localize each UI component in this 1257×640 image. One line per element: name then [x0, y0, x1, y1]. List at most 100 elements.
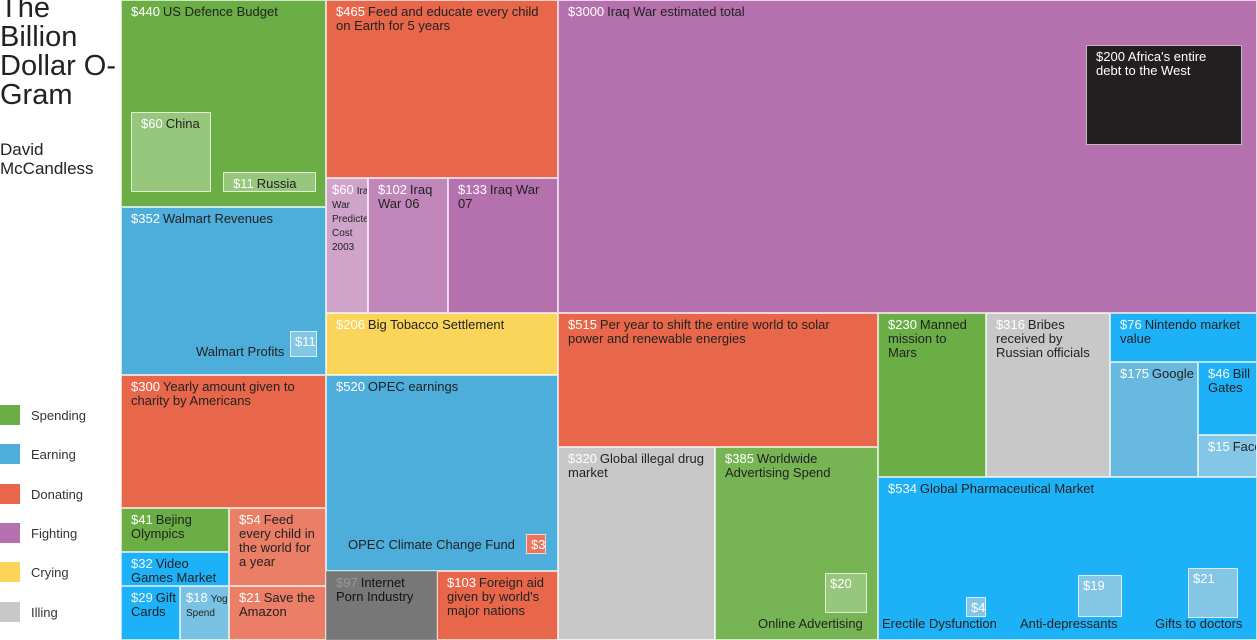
cell-label: Google [1151, 366, 1194, 381]
treemap-cell: $18Yoga Spend [180, 586, 229, 640]
cell-label: Worldwide Advertising Spend [725, 451, 831, 480]
value-label: $385 [725, 451, 754, 466]
value-label: $230 [888, 317, 917, 332]
value-label: $32 [131, 556, 153, 571]
treemap-cell: $175 Google [1110, 362, 1198, 477]
treemap-cell: $11 [290, 331, 317, 357]
value-label: $465 [336, 4, 365, 19]
treemap-cell: $520 OPEC earnings [326, 375, 558, 571]
value-label: $29 [131, 590, 153, 605]
legend-swatch [0, 562, 20, 583]
treemap-cell: $19 [1078, 575, 1122, 617]
treemap-cell: $76 Nintendo market value [1110, 313, 1257, 362]
cell-label: Anti-depressants [1020, 616, 1118, 631]
treemap-cell: $20 [825, 573, 867, 613]
treemap-cell: $206 Big Tobacco Settlement [326, 313, 558, 375]
treemap-cell: $515 Per year to shift the entire world t… [558, 313, 878, 447]
cell-label: Iraq War Predicted Cost 2003 [332, 186, 368, 253]
value-label: $60 [332, 182, 354, 197]
treemap-cell: $29 Gift Cards [121, 586, 180, 640]
legend-swatch [0, 444, 20, 465]
value-label: $54 [239, 512, 261, 527]
value-label: $4 [971, 600, 986, 615]
treemap-cell: $133 Iraq War 07 [448, 178, 558, 313]
cell-label: Walmart Profits [196, 344, 285, 359]
cell-label: Yoga Spend [186, 594, 228, 619]
value-label: $97 [336, 575, 358, 590]
legend-swatch [0, 522, 20, 543]
cell-label: Iraq War estimated total [607, 4, 745, 19]
cell-label: Gifts to doctors [1155, 616, 1243, 631]
cell-label: China [165, 116, 200, 131]
legend-label: Donating [31, 486, 84, 502]
legend-swatch [0, 601, 20, 622]
value-label: $60 [141, 116, 163, 131]
value-label: $133 [458, 182, 487, 197]
value-label: $206 [336, 317, 365, 332]
value-label: $76 [1120, 317, 1142, 332]
value-label: $3000 [568, 4, 605, 19]
value-label: $20 [830, 576, 852, 591]
value-label: $534 [888, 481, 917, 496]
treemap-cell: $46 Bill Gates [1198, 362, 1257, 435]
treemap-cell: $32 Video Games Market [121, 552, 229, 586]
value-label: $11 [233, 176, 254, 191]
cell-label: OPEC Climate Change Fund [348, 537, 515, 552]
cell-label: US Defence Budget [162, 4, 278, 19]
cell-label: Foreign aid given by world's major natio… [447, 575, 544, 618]
cell-label: Bejing Olympics [131, 512, 192, 541]
value-label: $440 [131, 4, 160, 19]
cell-label: Big Tobacco Settlement [367, 317, 505, 332]
treemap-cell: $465 Feed and educate every child on Eart… [326, 0, 558, 178]
chart-subtitle: David McCandless [0, 140, 94, 178]
treemap-cell: $300 Yearly amount given to charity by Am… [121, 375, 326, 508]
cell-label: Video Games Market [131, 556, 217, 585]
legend-swatch [0, 405, 20, 425]
value-label: $41 [131, 512, 153, 527]
highlight-cell: $200 Africa's entire debt to the West [1086, 45, 1242, 145]
value-label: $18 [186, 590, 208, 605]
cell-label: Manned mission to Mars [888, 317, 967, 360]
legend-swatch [0, 483, 20, 504]
treemap-cell: $97 Internet Porn Industry [326, 571, 437, 640]
value-label: $11 [295, 334, 316, 349]
legend-label: Crying [31, 565, 69, 581]
value-label: $21 [239, 590, 261, 605]
treemap-cell: $60Iraq War Predicted Cost 2003 [326, 178, 368, 313]
treemap-cell: $41 Bejing Olympics [121, 508, 229, 552]
treemap-cell: $4 [966, 597, 986, 617]
cell-label: Bribes received by Russian officials [996, 317, 1090, 360]
treemap-cell: $11 Russia [223, 172, 316, 192]
cell-label: Facebook [1232, 439, 1256, 454]
treemap-cell: $21 [1188, 568, 1238, 618]
value-label: $200 [1096, 49, 1125, 64]
legend-label: Earning [31, 447, 76, 463]
cell-label: Iraq War 07 [458, 182, 540, 211]
cell-label: Nintendo market value [1120, 317, 1241, 346]
value-label: $515 [568, 317, 597, 332]
value-label: $102 [378, 182, 407, 197]
value-label: $320 [568, 451, 597, 466]
cell-label: Online Advertising [758, 616, 863, 631]
cell-label: Erectile Dysfunction [882, 616, 997, 631]
cell-label: Feed and educate every child on Earth fo… [336, 4, 539, 33]
cell-label: Per year to shift the entire world to so… [568, 317, 830, 346]
treemap-cell: $316 Bribes received by Russian officials [986, 313, 1110, 477]
treemap-cell: $21 Save the Amazon [229, 586, 326, 640]
cell-label: Internet Porn Industry [336, 575, 414, 604]
treemap-cell: $102 Iraq War 06 [368, 178, 448, 313]
cell-label: OPEC earnings [367, 379, 459, 394]
treemap-cell: $320 Global illegal drug market [558, 447, 715, 640]
cell-label: Walmart Revenues [162, 211, 273, 226]
value-label: $352 [131, 211, 160, 226]
cell-label: Yearly amount given to charity by Americ… [131, 379, 295, 408]
cell-label: Bill Gates [1208, 366, 1251, 395]
cell-label: Save the Amazon [239, 590, 316, 619]
value-label: $316 [996, 317, 1025, 332]
value-label: $103 [447, 575, 476, 590]
cell-label: Global Pharmaceutical Market [919, 481, 1095, 496]
treemap-cell: $60 China [131, 112, 211, 192]
value-label: $21 [1193, 571, 1215, 586]
cell-label: Feed every child in the world for a year [239, 512, 315, 569]
